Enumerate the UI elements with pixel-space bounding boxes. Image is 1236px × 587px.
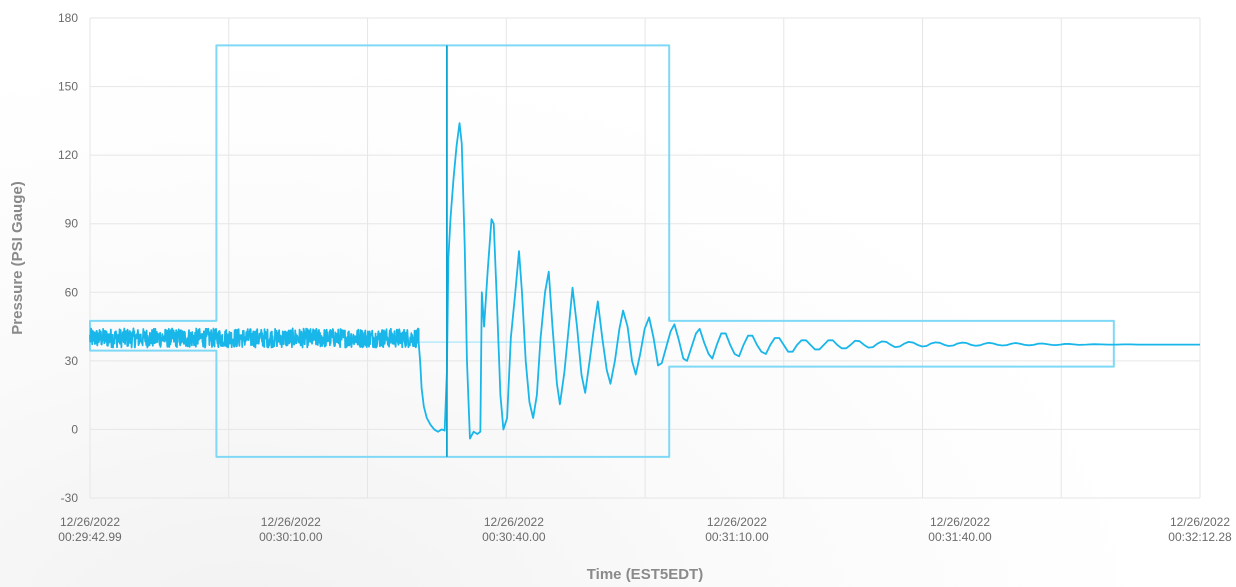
y-tick-label: 30	[65, 354, 79, 368]
series-group	[89, 44, 1200, 458]
envelope-series-line	[89, 44, 1115, 458]
y-tick-label: 0	[71, 422, 78, 436]
grid	[89, 17, 1201, 499]
y-tick-label: 120	[58, 148, 78, 162]
x-tick-label: 00:30:40.00	[482, 530, 546, 544]
x-axis-title: Time (EST5EDT)	[587, 566, 703, 583]
x-tick-label: 00:31:40.00	[928, 530, 992, 544]
x-tick-label: 00:29:42.99	[58, 530, 122, 544]
y-axis-title: Pressure (PSI Gauge)	[9, 181, 26, 334]
x-tick-label: 12/26/2022	[707, 515, 767, 529]
y-tick-label: 150	[58, 80, 78, 94]
x-tick-label: 00:32:12.28	[1168, 530, 1232, 544]
x-axis-ticks: 12/26/202200:29:42.9912/26/202200:30:10.…	[58, 515, 1232, 544]
x-tick-label: 12/26/2022	[484, 515, 544, 529]
x-tick-label: 00:31:10.00	[705, 530, 769, 544]
y-tick-label: 180	[58, 11, 78, 25]
x-tick-label: 12/26/2022	[930, 515, 990, 529]
x-tick-label: 12/26/2022	[60, 515, 120, 529]
y-tick-label: 90	[65, 217, 79, 231]
x-tick-label: 00:30:10.00	[259, 530, 323, 544]
y-tick-label: 60	[65, 285, 79, 299]
pressure-series-line	[89, 122, 1200, 440]
y-axis-ticks: -30 0 30 60 90 120 150 180	[58, 11, 78, 505]
x-tick-label: 12/26/2022	[1170, 515, 1230, 529]
x-tick-label: 12/26/2022	[261, 515, 321, 529]
y-tick-label: -30	[61, 491, 79, 505]
